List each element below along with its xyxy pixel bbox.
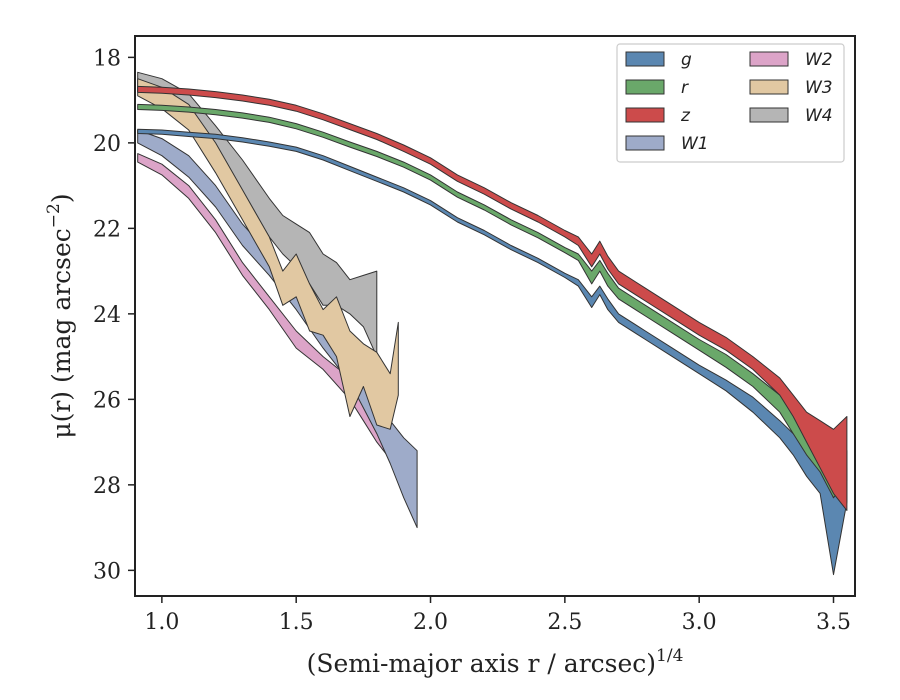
y-axis-label-exponent: −2: [44, 203, 64, 228]
x-tick-label: 1.5: [279, 610, 314, 635]
x-axis-label-exponent: 1/4: [656, 646, 683, 666]
y-axis-label: μ(r) (mag arcsec−2): [44, 193, 76, 438]
x-axis-ticks: 1.0 1.5 2.0 2.5 3.0 3.5: [144, 596, 851, 635]
x-axis-label-text: (Semi-major axis r / arcsec): [307, 649, 656, 678]
legend-swatch-w3: [749, 79, 789, 95]
y-tick-label: 24: [93, 303, 121, 328]
y-tick-label: 20: [93, 132, 121, 157]
y-axis-label-text: μ(r) (mag arcsec: [47, 228, 76, 438]
x-tick-label: 3.5: [816, 610, 851, 635]
legend: grz W1 W2 W3 W4: [616, 43, 845, 163]
y-tick-label: 22: [93, 217, 121, 242]
series-bands: [137, 71, 848, 576]
band-w3: [137, 78, 399, 430]
legend-swatch-w2: [749, 51, 789, 67]
x-tick-label: 3.0: [682, 610, 717, 635]
y-tick-label: 28: [93, 474, 121, 499]
x-tick-label: 2.5: [547, 610, 582, 635]
legend-label-w1: W1: [681, 134, 709, 154]
legend-swatch-z: [625, 107, 665, 123]
plot-frame: [134, 35, 856, 597]
band-z: [137, 85, 848, 511]
legend-label-z: z: [680, 106, 691, 126]
legend-label-w2: W2: [805, 50, 833, 70]
y-axis-ticks: 18 20 22 24 26 28 30: [93, 46, 135, 584]
legend-label-r: r: [681, 78, 689, 98]
legend-swatch-w1: [625, 135, 665, 151]
y-tick-label: 30: [93, 559, 121, 584]
legend-label-w4: W4: [805, 106, 833, 126]
x-tick-label: 2.0: [413, 610, 448, 635]
x-axis-label: (Semi-major axis r / arcsec)1/4: [307, 646, 684, 678]
y-tick-label: 26: [93, 388, 121, 413]
y-tick-label: 18: [93, 46, 121, 71]
legend-swatch-w4: [749, 107, 789, 123]
x-tick-label: 1.0: [144, 610, 179, 635]
legend-swatch-r: [625, 79, 665, 95]
legend-frame: [616, 43, 845, 163]
y-axis-label-close: ): [47, 193, 76, 203]
legend-label-g: g: [681, 50, 692, 70]
legend-swatch-g: [625, 51, 665, 67]
legend-label-w3: W3: [805, 78, 833, 98]
